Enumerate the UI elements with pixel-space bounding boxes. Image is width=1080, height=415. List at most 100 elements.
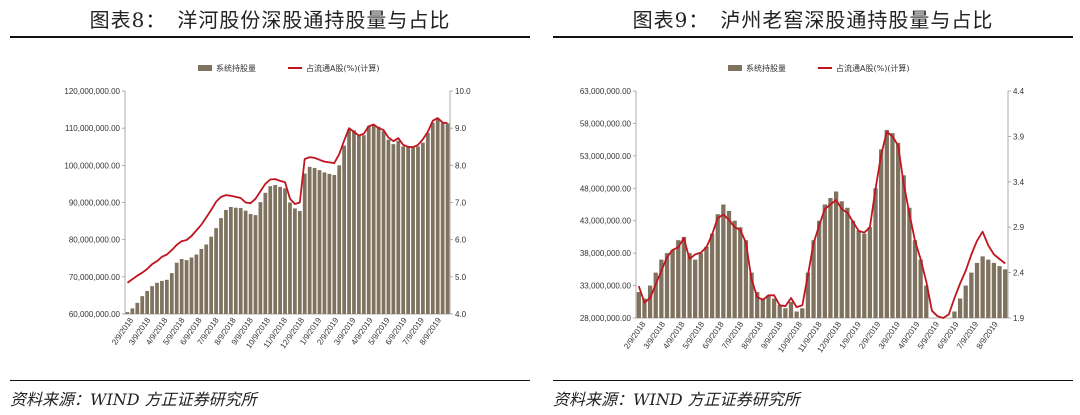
y-right-tick-label: 6.0 xyxy=(455,236,467,245)
bar xyxy=(243,210,248,314)
bar xyxy=(430,122,435,314)
bar xyxy=(817,220,822,318)
bar xyxy=(788,301,794,318)
bar xyxy=(169,273,174,314)
bar xyxy=(721,204,726,318)
bar xyxy=(189,257,194,314)
y-left-tick-label: 60,000,000.00 xyxy=(69,310,121,319)
bar xyxy=(440,122,445,314)
bar xyxy=(229,206,233,314)
bar xyxy=(145,290,150,314)
bar xyxy=(248,214,253,314)
y-right-tick-label: 3.4 xyxy=(1013,178,1025,187)
bar xyxy=(738,227,743,318)
bar xyxy=(327,173,332,314)
chart-svg-left: 120,000,000.00 110,000,000.00 100,000,000.… xyxy=(64,63,471,350)
bar xyxy=(670,249,675,318)
y-right-tick-label: 2.4 xyxy=(1013,269,1025,278)
bar xyxy=(337,165,342,314)
figure-panel-left: 图表8： 洋河股份深股通持股量与占比 120,000,000.00 110,000… xyxy=(10,0,530,415)
bar xyxy=(332,174,337,314)
bar xyxy=(140,296,145,314)
bar xyxy=(150,286,154,314)
bar xyxy=(233,207,238,314)
bar xyxy=(135,302,140,314)
y-left-tick-label: 120,000,000.00 xyxy=(64,87,120,96)
bar xyxy=(783,308,788,318)
bar xyxy=(174,262,179,314)
bar xyxy=(263,192,268,314)
bar xyxy=(867,227,873,318)
bar xyxy=(445,123,450,315)
bar xyxy=(278,186,282,314)
bar xyxy=(435,118,440,314)
title-rule xyxy=(553,36,1073,38)
figure-title: 图表8： 洋河股份深股通持股量与占比 xyxy=(89,8,451,32)
bar xyxy=(396,140,401,314)
bar xyxy=(194,254,199,314)
bar xyxy=(401,146,406,314)
bar xyxy=(219,218,223,314)
bar xyxy=(297,211,302,314)
bar xyxy=(381,131,386,314)
bar xyxy=(974,262,980,318)
bar xyxy=(258,202,263,314)
bar xyxy=(322,172,327,314)
bar xyxy=(125,312,130,314)
bar xyxy=(805,272,811,318)
y-left-tick-label: 43,000,000.00 xyxy=(580,217,632,226)
legend-label: 占流通A股(%)(计算) xyxy=(306,63,380,73)
bar xyxy=(421,142,425,314)
bar xyxy=(253,215,258,314)
y-right-tick-label: 2.9 xyxy=(1013,223,1025,232)
y-right-tick-label: 3.9 xyxy=(1013,132,1025,141)
bar xyxy=(676,240,681,318)
bar xyxy=(406,147,411,314)
bar xyxy=(130,308,135,314)
bar xyxy=(659,259,664,318)
y-left-tick-label: 70,000,000.00 xyxy=(69,273,121,282)
bar xyxy=(800,308,805,318)
legend-swatch-bar xyxy=(728,65,742,71)
y-left-tick-label: 100,000,000.00 xyxy=(64,161,120,170)
bar xyxy=(425,132,430,314)
bar xyxy=(411,147,415,314)
chart-left: 120,000,000.00 110,000,000.00 100,000,000.… xyxy=(10,50,530,370)
bar xyxy=(901,175,906,318)
bar xyxy=(1003,269,1008,318)
figure-title: 图表9： 泸州老窖深股通持股量与占比 xyxy=(632,8,994,32)
y-left-tick-label: 48,000,000.00 xyxy=(580,184,632,193)
bar xyxy=(845,207,850,318)
legend-swatch-bar xyxy=(198,65,212,71)
bar xyxy=(749,272,754,318)
legend-label: 系统持股量 xyxy=(216,63,256,73)
bar xyxy=(681,236,687,318)
source-note: 资料来源：WIND 方正证券研究所 xyxy=(10,390,257,409)
bar xyxy=(361,135,366,314)
bar xyxy=(636,292,641,318)
bar xyxy=(664,253,670,318)
bar xyxy=(895,142,901,318)
source-rule xyxy=(10,380,530,381)
bar xyxy=(642,298,647,318)
y-left-tick-label: 38,000,000.00 xyxy=(580,249,632,258)
bar xyxy=(833,191,839,318)
y-right-tick-label: 4.4 xyxy=(1013,87,1025,96)
chart-svg-right: 63,000,000.00 58,000,000.00 53,000,000.00 4… xyxy=(580,63,1025,354)
bar xyxy=(969,272,974,318)
y-left-tick-label: 80,000,000.00 xyxy=(69,236,121,245)
y-left-tick-label: 58,000,000.00 xyxy=(580,119,632,128)
bar xyxy=(879,149,884,318)
bar xyxy=(283,188,287,314)
bar xyxy=(856,230,861,318)
bar xyxy=(416,146,420,314)
bar xyxy=(811,240,816,318)
bar xyxy=(653,272,658,318)
bar xyxy=(890,133,895,318)
bar xyxy=(693,259,698,318)
y-right-tick-label: 4.0 xyxy=(455,310,467,319)
bar xyxy=(957,298,963,318)
bar xyxy=(732,220,737,318)
bar xyxy=(687,253,692,318)
chart-right: 63,000,000.00 58,000,000.00 53,000,000.00 4… xyxy=(553,50,1073,370)
